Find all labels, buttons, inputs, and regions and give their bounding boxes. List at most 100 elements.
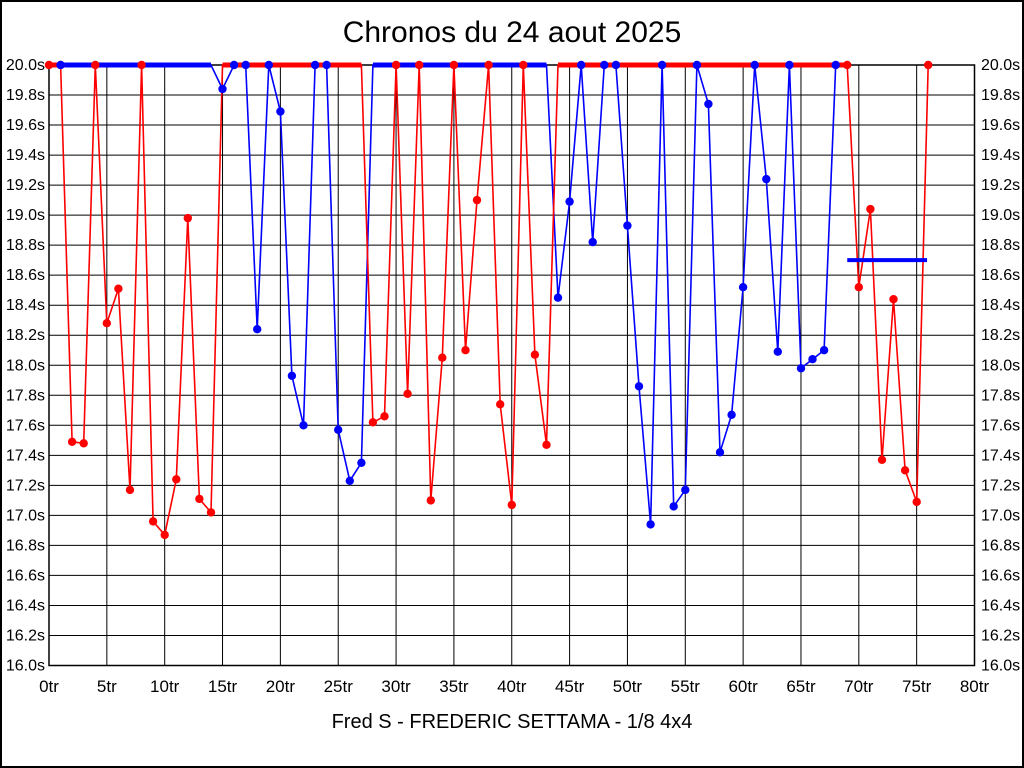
- y-tick-label-right: 17.0s: [981, 507, 1020, 524]
- x-tick-label: 80tr: [960, 677, 990, 696]
- y-tick-label-left: 16.2s: [6, 627, 45, 644]
- series-dot-blue: [646, 520, 655, 529]
- series-dot-blue: [704, 99, 713, 109]
- y-tick-label-right: 19.8s: [981, 87, 1020, 104]
- series-dot-red: [542, 440, 551, 449]
- y-tick-label-left: 17.0s: [6, 507, 45, 524]
- series-dot-red: [79, 439, 88, 448]
- y-tick-label-right: 18.0s: [981, 357, 1020, 374]
- series-dot-blue: [762, 174, 771, 184]
- series-dot-red: [183, 213, 192, 223]
- x-tick-label: 20tr: [266, 677, 296, 696]
- series-dot-blue: [218, 84, 227, 94]
- series-dot-red: [125, 485, 135, 495]
- y-tick-label-right: 17.8s: [981, 387, 1020, 404]
- series-dot-blue: [715, 448, 725, 457]
- x-tick-label: 40tr: [497, 677, 527, 696]
- series-dot-red: [530, 350, 540, 359]
- series-dot-blue: [796, 364, 806, 373]
- y-tick-label-right: 17.4s: [981, 447, 1020, 464]
- series-dot-blue: [565, 197, 574, 206]
- y-tick-label-right: 19.0s: [981, 207, 1020, 224]
- series-dot-blue: [287, 371, 297, 380]
- x-tick-label: 10tr: [150, 677, 180, 696]
- series-dot-red: [403, 389, 412, 398]
- series-dot-red: [91, 60, 100, 70]
- y-tick-label-left: 16.4s: [6, 597, 45, 614]
- series-line-red: [49, 64, 929, 537]
- y-tick-label-left: 19.6s: [6, 117, 45, 134]
- y-tick-label-right: 17.2s: [981, 477, 1020, 494]
- y-tick-label-right: 19.2s: [981, 177, 1020, 194]
- y-tick-label-left: 17.2s: [6, 477, 45, 494]
- series-dot-red: [912, 497, 921, 507]
- x-tick-label: 45tr: [555, 677, 585, 696]
- series-dot-blue: [669, 502, 678, 511]
- y-tick-label-right: 20.0s: [981, 57, 1020, 74]
- y-tick-label-left: 19.4s: [6, 147, 45, 164]
- series-dot-red: [148, 517, 158, 526]
- series-dot-red: [507, 500, 516, 510]
- y-tick-label-left: 17.8s: [6, 387, 45, 404]
- series-dot-red: [519, 60, 528, 70]
- x-tick-label: 5tr: [97, 677, 117, 696]
- y-tick-label-left: 18.6s: [6, 267, 45, 284]
- y-tick-label-left: 18.4s: [6, 297, 45, 314]
- series-dot-red: [843, 60, 852, 70]
- y-tick-label-left: 18.2s: [6, 327, 45, 344]
- series-dot-red: [496, 400, 505, 409]
- y-tick-label-left: 20.0s: [6, 57, 45, 74]
- y-tick-label-left: 19.2s: [6, 177, 45, 194]
- series-dot-blue: [623, 221, 632, 230]
- series-dot-blue: [553, 293, 563, 302]
- series-dot-red: [415, 60, 424, 70]
- series-dot-red: [102, 319, 112, 328]
- y-tick-label-right: 16.0s: [981, 658, 1020, 675]
- series-dot-red: [172, 475, 181, 484]
- y-tick-label-left: 17.6s: [6, 417, 45, 434]
- series-dot-blue: [334, 425, 343, 434]
- series-dot-red: [67, 437, 77, 446]
- series-dot-blue: [577, 60, 586, 70]
- series-dot-blue: [299, 421, 308, 430]
- series-dot-red: [866, 204, 875, 214]
- y-tick-label-left: 17.4s: [6, 447, 45, 464]
- series-dot-blue: [819, 346, 829, 355]
- series-dot-blue: [264, 60, 273, 70]
- y-tick-label-right: 18.2s: [981, 327, 1020, 344]
- x-tick-label: 15tr: [208, 677, 238, 696]
- x-tick-label: 55tr: [671, 677, 701, 696]
- series-dot-red: [889, 295, 898, 304]
- series-dot-red: [900, 466, 910, 475]
- series-dot-blue: [229, 60, 239, 70]
- y-tick-label-left: 19.8s: [6, 87, 45, 104]
- series-dot-blue: [727, 410, 736, 419]
- series-dot-blue: [600, 60, 609, 70]
- series-dot-blue: [310, 60, 320, 70]
- series-dot-red: [44, 60, 54, 70]
- y-tick-label-left: 18.8s: [6, 237, 45, 254]
- series-dot-blue: [634, 382, 644, 391]
- series-dot-red: [380, 412, 389, 421]
- y-tick-label-right: 16.8s: [981, 537, 1020, 554]
- series-dot-red: [195, 494, 204, 504]
- x-tick-label: 75tr: [902, 677, 932, 696]
- series-dot-red: [391, 60, 401, 70]
- series-dot-red: [461, 346, 470, 355]
- y-tick-label-right: 18.6s: [981, 267, 1020, 284]
- series-dot-blue: [345, 476, 354, 485]
- y-tick-label-left: 16.8s: [6, 537, 45, 554]
- series-dot-red: [160, 530, 169, 540]
- y-tick-label-right: 18.4s: [981, 297, 1020, 314]
- y-tick-label-left: 16.6s: [6, 567, 45, 584]
- series-dot-blue: [322, 60, 331, 70]
- series-dot-blue: [611, 60, 621, 70]
- x-tick-label: 30tr: [381, 677, 411, 696]
- series-dot-red: [877, 455, 887, 464]
- y-tick-label-left: 18.0s: [6, 357, 45, 374]
- series-dot-red: [924, 60, 933, 70]
- series-dot-blue: [56, 60, 65, 70]
- series-dot-blue: [657, 60, 667, 70]
- series-dot-red: [114, 284, 123, 293]
